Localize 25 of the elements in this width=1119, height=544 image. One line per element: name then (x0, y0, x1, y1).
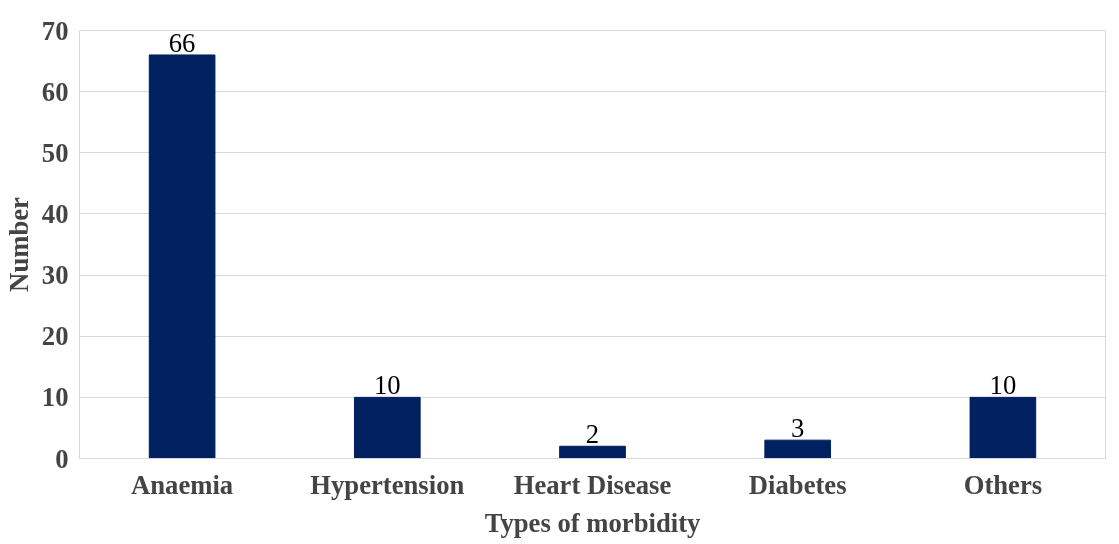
y-axis-title: Number (3, 196, 34, 292)
data-label: 10 (989, 370, 1017, 401)
x-tick-label: Heart Disease (513, 469, 672, 500)
y-tick-label: 50 (41, 137, 69, 168)
bar (764, 439, 832, 459)
data-label: 2 (585, 419, 600, 450)
data-label: 66 (168, 27, 196, 58)
y-tick-label: 30 (41, 260, 69, 291)
x-tick-label: Others (963, 469, 1043, 500)
x-axis-title: Types of morbidity (484, 507, 702, 538)
y-tick-label: 40 (41, 198, 69, 229)
y-tick-label: 20 (41, 321, 69, 352)
bar (148, 54, 216, 459)
y-tick-label: 0 (55, 443, 69, 474)
data-label: 10 (373, 370, 401, 401)
bar (559, 445, 626, 459)
data-label: 3 (791, 413, 805, 444)
bar (353, 396, 421, 459)
y-tick-label: 10 (41, 382, 69, 413)
y-tick-label: 60 (41, 76, 69, 107)
y-tick-label: 70 (41, 15, 69, 46)
x-tick-label: Hypertension (310, 469, 465, 500)
bar (969, 396, 1037, 459)
x-tick-label: Diabetes (748, 469, 847, 500)
x-tick-label: Anaemia (131, 469, 234, 500)
